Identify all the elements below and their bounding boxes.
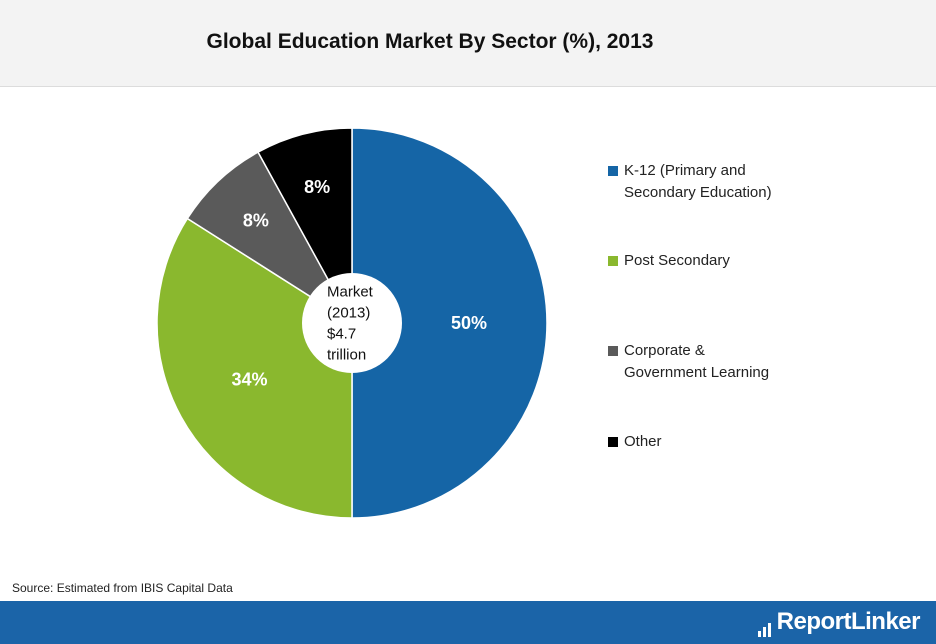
center-hole xyxy=(302,273,402,373)
title-bar: Global Education Market By Sector (%), 2… xyxy=(0,0,936,87)
legend-label-0: K-12 (Primary and Secondary Education) xyxy=(624,162,772,201)
slice-label-1: 34% xyxy=(231,369,267,389)
source-note: Source: Estimated from IBIS Capital Data xyxy=(12,581,233,595)
brand-bars-icon xyxy=(757,609,773,637)
center-label-line-1: (2013) xyxy=(327,305,370,322)
legend-swatch-1 xyxy=(608,256,618,266)
pie-slice-1 xyxy=(156,217,353,519)
center-label-line-2: $4.7 xyxy=(327,326,356,343)
pie-slice-0 xyxy=(351,127,548,519)
center-label-line-3: trillion xyxy=(327,347,366,364)
legend-label-3: Other xyxy=(624,433,662,450)
legend-swatch-2 xyxy=(608,346,618,356)
slice-label-3: 8% xyxy=(304,177,330,197)
slice-label-2: 8% xyxy=(243,211,269,231)
pie-slice-3 xyxy=(257,127,353,324)
legend-label-1: Post Secondary xyxy=(624,252,730,269)
chart-title: Global Education Market By Sector (%), 2… xyxy=(206,30,654,53)
legend-swatch-3 xyxy=(608,437,618,447)
legend-label-2: Corporate & Government Learning xyxy=(624,342,770,381)
pie-chart: 50% 34% 8% 8% Market (2013) $4.7 trillion xyxy=(156,127,548,519)
legend-swatch-0 xyxy=(608,166,618,176)
center-label-line-0: Market xyxy=(327,284,374,301)
footer-bar: ReportLinker xyxy=(0,601,936,644)
brand-name: ReportLinker xyxy=(776,608,921,635)
pie-slice-2 xyxy=(186,151,353,324)
brand-logo: ReportLinker xyxy=(757,608,921,637)
slice-label-0: 50% xyxy=(451,313,487,333)
